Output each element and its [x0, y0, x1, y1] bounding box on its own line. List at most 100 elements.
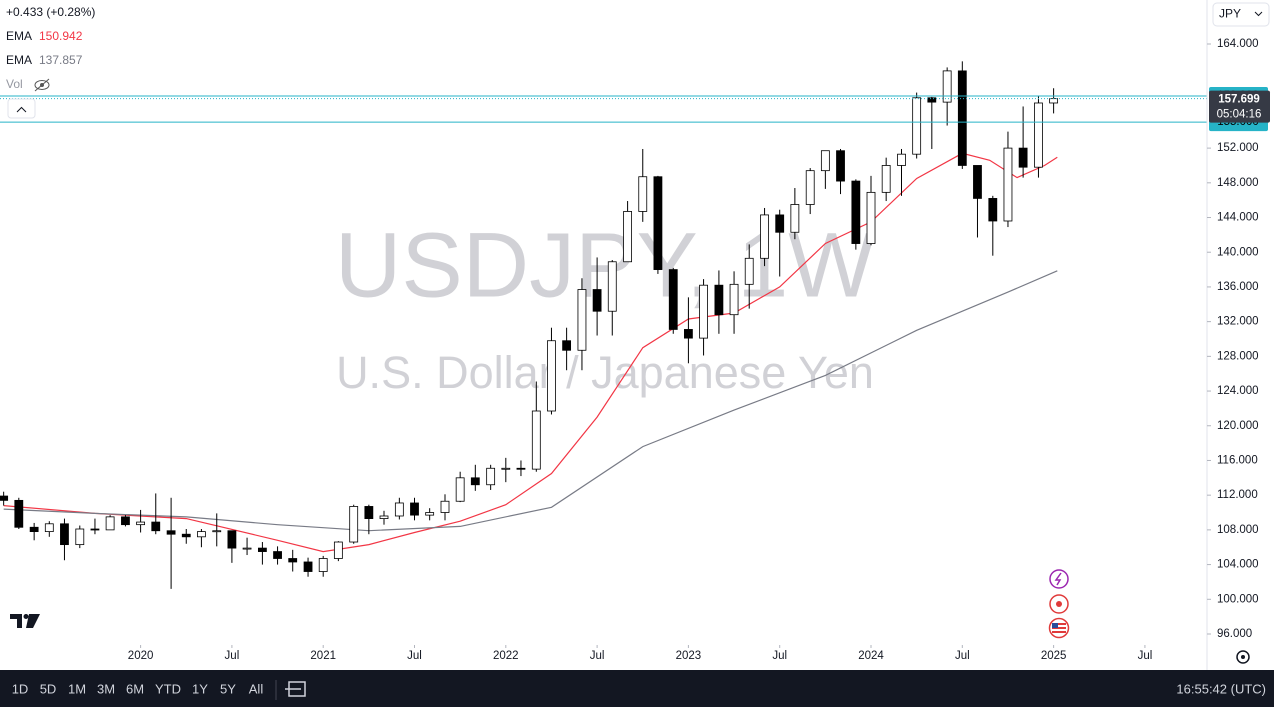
- last-price-label: 157.699: [1218, 94, 1260, 106]
- watermark-subtitle: U.S. Dollar / Japanese Yen: [336, 347, 874, 398]
- compare-icon[interactable]: [285, 681, 306, 697]
- candle-body: [866, 191, 876, 244]
- hidden-eye-icon[interactable]: [34, 78, 50, 92]
- candle-body: [562, 340, 572, 351]
- currency-button[interactable]: JPY: [1212, 2, 1270, 27]
- y-tick-label: 164.000: [1217, 38, 1259, 50]
- event-icons[interactable]: [1048, 569, 1070, 639]
- candle-body: [699, 284, 708, 339]
- y-tick-label: 136.000: [1217, 281, 1259, 293]
- candle-body: [486, 467, 496, 486]
- x-tick-label: 2023: [676, 650, 702, 662]
- change-label: +0.433 (+0.28%): [6, 5, 95, 19]
- candle-body: [121, 516, 130, 526]
- range-button[interactable]: 5Y: [220, 681, 236, 696]
- bottom-toolbar: [0, 670, 1274, 707]
- candle-body: [851, 180, 861, 244]
- x-tick-label: Jul: [1138, 650, 1153, 662]
- y-tick-label: 140.000: [1217, 246, 1259, 258]
- currency-label: JPY: [1219, 7, 1241, 21]
- candle-body: [105, 516, 115, 531]
- x-tick-label: 2022: [493, 650, 519, 662]
- candle-body: [516, 467, 526, 470]
- candle-body: [988, 198, 998, 222]
- candle-body: [623, 211, 633, 263]
- candle-body: [501, 467, 511, 470]
- candle-body: [957, 70, 967, 166]
- candle-body: [29, 526, 39, 533]
- candle-body: [684, 329, 693, 339]
- candle-body: [0, 495, 9, 501]
- ema-line: [3, 270, 1058, 532]
- x-tick-label: Jul: [955, 650, 970, 662]
- settings-icon[interactable]: [1236, 650, 1250, 664]
- range-button[interactable]: 1D: [12, 681, 29, 696]
- y-tick-label: 104.000: [1217, 559, 1259, 571]
- x-tick-label: 2020: [128, 650, 154, 662]
- candle-body: [836, 150, 845, 182]
- candle-body: [973, 165, 982, 199]
- candle-body: [394, 502, 404, 517]
- candle-body: [75, 528, 85, 546]
- candle-body: [151, 521, 161, 532]
- collapse-button[interactable]: [7, 98, 36, 119]
- candle-body: [197, 531, 206, 538]
- range-button[interactable]: 3M: [97, 681, 115, 696]
- candle-body: [607, 261, 617, 312]
- candle-body: [242, 547, 252, 550]
- candle-body: [364, 506, 374, 519]
- candle-body: [288, 558, 298, 563]
- candle-body: [470, 477, 480, 486]
- y-tick-label: 100.000: [1217, 593, 1259, 605]
- y-tick-label: 132.000: [1217, 316, 1259, 328]
- y-tick-label: 116.000: [1217, 454, 1258, 466]
- vol-label: Vol: [6, 77, 23, 91]
- clock: 16:55:42 (UTC): [1176, 681, 1266, 696]
- ema-line: [3, 152, 1058, 553]
- candle-body: [1034, 102, 1043, 168]
- candle-body: [60, 523, 69, 546]
- candle-body: [760, 214, 769, 259]
- y-tick-label: 108.000: [1217, 524, 1259, 536]
- candle-body: [653, 176, 663, 270]
- candle-body: [912, 97, 922, 155]
- candle-body: [44, 523, 54, 533]
- range-button[interactable]: 1M: [68, 681, 86, 696]
- candle-body: [775, 214, 785, 233]
- y-tick-label: 124.000: [1217, 385, 1259, 397]
- candle-body: [927, 97, 937, 103]
- y-tick-label: 152.000: [1217, 142, 1259, 154]
- x-tick-label: Jul: [225, 650, 240, 662]
- x-tick-label: 2025: [1041, 650, 1067, 662]
- candle-body: [227, 530, 237, 549]
- range-button[interactable]: 1Y: [192, 681, 208, 696]
- last-price-bg: [1209, 90, 1270, 123]
- candle-body: [136, 521, 146, 526]
- candle-body: [333, 541, 343, 559]
- candle-body: [1003, 147, 1013, 222]
- range-button[interactable]: 6M: [126, 681, 144, 696]
- candle-body: [881, 165, 891, 193]
- countdown-label: 05:04:16: [1217, 109, 1262, 121]
- range-button[interactable]: All: [249, 681, 264, 696]
- tradingview-logo: [10, 614, 40, 628]
- y-tick-label: 128.000: [1217, 350, 1259, 362]
- candle-body: [14, 499, 24, 528]
- candle-body: [212, 530, 222, 533]
- candle-body: [820, 150, 830, 172]
- candle-body: [303, 561, 313, 572]
- range-button[interactable]: 5D: [40, 681, 57, 696]
- candle-body: [425, 512, 435, 516]
- y-tick-label: 148.000: [1217, 177, 1259, 189]
- candle-body: [410, 502, 419, 516]
- candle-body: [531, 410, 541, 470]
- candle-body: [668, 269, 678, 330]
- candle-body: [440, 500, 450, 513]
- y-tick-label: 120.000: [1217, 420, 1259, 432]
- x-tick-label: Jul: [407, 650, 422, 662]
- x-tick-label: 2024: [858, 650, 884, 662]
- range-button[interactable]: YTD: [155, 681, 181, 696]
- candle-body: [1018, 147, 1028, 168]
- y-tick-label: 96.000: [1217, 628, 1252, 640]
- x-tick-label: 2021: [310, 650, 336, 662]
